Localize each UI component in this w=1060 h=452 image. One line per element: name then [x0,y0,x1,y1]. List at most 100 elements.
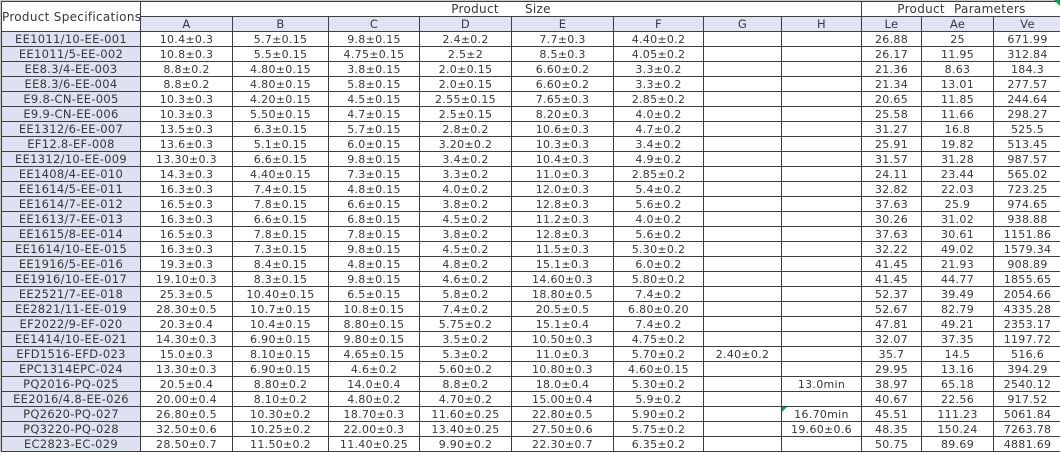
cell-A[interactable]: 14.30±0.3 [140,331,233,347]
cell-C[interactable]: 7.8±0.15 [328,226,420,242]
cell-A[interactable]: 10.3±0.3 [140,91,233,107]
cell-G[interactable] [703,91,782,107]
spec-name-cell[interactable]: EE1614/10-EE-015 [1,241,141,257]
spec-name-cell[interactable]: EF12.8-EF-008 [1,136,141,152]
cell-C[interactable]: 9.8±0.15 [328,31,420,47]
size-column-header[interactable]: E [511,16,614,32]
cell-Le[interactable]: 41.45 [861,271,922,287]
cell-G[interactable] [703,436,782,452]
cell-Ve[interactable]: 4881.69 [993,436,1060,452]
cell-H[interactable] [781,196,862,212]
cell-E[interactable]: 10.4±0.3 [511,151,614,167]
cell-E[interactable]: 11.5±0.3 [511,241,614,257]
cell-G[interactable] [703,376,782,392]
spec-name-cell[interactable]: EE8.3/4-EE-003 [1,61,141,77]
cell-B[interactable]: 6.6±0.15 [232,211,329,227]
cell-G[interactable] [703,391,782,407]
cell-E[interactable]: 10.50±0.3 [511,331,614,347]
cell-E[interactable]: 6.60±0.2 [511,61,614,77]
cell-G[interactable] [703,181,782,197]
cell-C[interactable]: 7.3±0.15 [328,166,420,182]
cell-C[interactable]: 5.7±0.15 [328,121,420,137]
cell-A[interactable]: 16.5±0.3 [140,226,233,242]
cell-Ae[interactable]: 8.63 [921,61,994,77]
cell-Ae[interactable]: 39.49 [921,286,994,302]
cell-Le[interactable]: 45.51 [861,406,922,422]
cell-Le[interactable]: 37.63 [861,196,922,212]
cell-H[interactable] [781,316,862,332]
cell-A[interactable]: 28.50±0.7 [140,436,233,452]
cell-E[interactable]: 7.65±0.3 [511,91,614,107]
spec-name-cell[interactable]: EE1312/10-EE-009 [1,151,141,167]
cell-Ae[interactable]: 30.61 [921,226,994,242]
cell-B[interactable]: 6.90±0.15 [232,361,329,377]
cell-B[interactable]: 7.8±0.15 [232,196,329,212]
cell-Ve[interactable]: 1579.34 [993,241,1060,257]
size-column-header[interactable]: A [140,16,233,32]
cell-G[interactable] [703,61,782,77]
param-column-header[interactable]: Le [861,16,922,32]
spec-name-cell[interactable]: PQ2620-PQ-027 [1,406,141,422]
cell-G[interactable] [703,196,782,212]
cell-H[interactable] [781,271,862,287]
cell-Le[interactable]: 38.97 [861,376,922,392]
spec-name-cell[interactable]: EE1011/10-EE-001 [1,31,141,47]
cell-E[interactable]: 11.0±0.3 [511,166,614,182]
cell-Ae[interactable]: 89.69 [921,436,994,452]
cell-C[interactable]: 4.6±0.2 [328,361,420,377]
cell-Ae[interactable]: 37.35 [921,331,994,347]
cell-D[interactable]: 4.5±0.2 [419,241,512,257]
cell-F[interactable]: 4.05±0.2 [613,46,704,62]
cell-E[interactable]: 8.5±0.3 [511,46,614,62]
spec-name-cell[interactable]: EE1916/10-EE-017 [1,271,141,287]
cell-B[interactable]: 5.50±0.15 [232,106,329,122]
cell-D[interactable]: 4.70±0.2 [419,391,512,407]
spec-name-cell[interactable]: EFD1516-EFD-023 [1,346,141,362]
cell-B[interactable]: 5.1±0.15 [232,136,329,152]
cell-Le[interactable]: 32.82 [861,181,922,197]
cell-B[interactable]: 4.20±0.15 [232,91,329,107]
cell-C[interactable]: 14.0±0.4 [328,376,420,392]
cell-E[interactable]: 15.00±0.4 [511,391,614,407]
cell-H[interactable] [781,391,862,407]
cell-F[interactable]: 5.70±0.2 [613,346,704,362]
cell-D[interactable]: 3.8±0.2 [419,226,512,242]
cell-B[interactable]: 8.4±0.15 [232,256,329,272]
cell-C[interactable]: 10.8±0.15 [328,301,420,317]
cell-G[interactable] [703,256,782,272]
cell-D[interactable]: 5.60±0.2 [419,361,512,377]
cell-F[interactable]: 5.90±0.2 [613,406,704,422]
cell-E[interactable]: 18.0±0.4 [511,376,614,392]
cell-G[interactable] [703,286,782,302]
cell-C[interactable]: 11.40±0.25 [328,436,420,452]
cell-D[interactable]: 3.20±0.2 [419,136,512,152]
param-column-header[interactable]: Ae [921,16,994,32]
cell-C[interactable]: 6.6±0.15 [328,196,420,212]
cell-H[interactable] [781,226,862,242]
cell-Le[interactable]: 21.34 [861,76,922,92]
cell-E[interactable]: 20.5±0.5 [511,301,614,317]
cell-H[interactable] [781,61,862,77]
cell-G[interactable] [703,106,782,122]
cell-Ve[interactable]: 184.3 [993,61,1060,77]
cell-A[interactable]: 19.10±0.3 [140,271,233,287]
cell-H[interactable] [781,211,862,227]
cell-D[interactable]: 2.0±0.15 [419,61,512,77]
cell-F[interactable]: 4.40±0.2 [613,31,704,47]
cell-Ve[interactable]: 394.29 [993,361,1060,377]
cell-Ve[interactable]: 908.89 [993,256,1060,272]
size-column-header[interactable]: C [328,16,420,32]
cell-D[interactable]: 4.5±0.2 [419,211,512,227]
cell-H[interactable] [781,361,862,377]
cell-H[interactable]: 19.60±0.6 [781,421,862,437]
cell-C[interactable]: 9.8±0.15 [328,271,420,287]
cell-H[interactable] [781,301,862,317]
spec-name-cell[interactable]: EE1615/8-EE-014 [1,226,141,242]
cell-Le[interactable]: 31.57 [861,151,922,167]
cell-Ae[interactable]: 22.56 [921,391,994,407]
spec-name-cell[interactable]: EE1011/5-EE-002 [1,46,141,62]
cell-Ae[interactable]: 82.79 [921,301,994,317]
cell-F[interactable]: 4.9±0.2 [613,151,704,167]
cell-Le[interactable]: 50.75 [861,436,922,452]
cell-Ae[interactable]: 14.5 [921,346,994,362]
